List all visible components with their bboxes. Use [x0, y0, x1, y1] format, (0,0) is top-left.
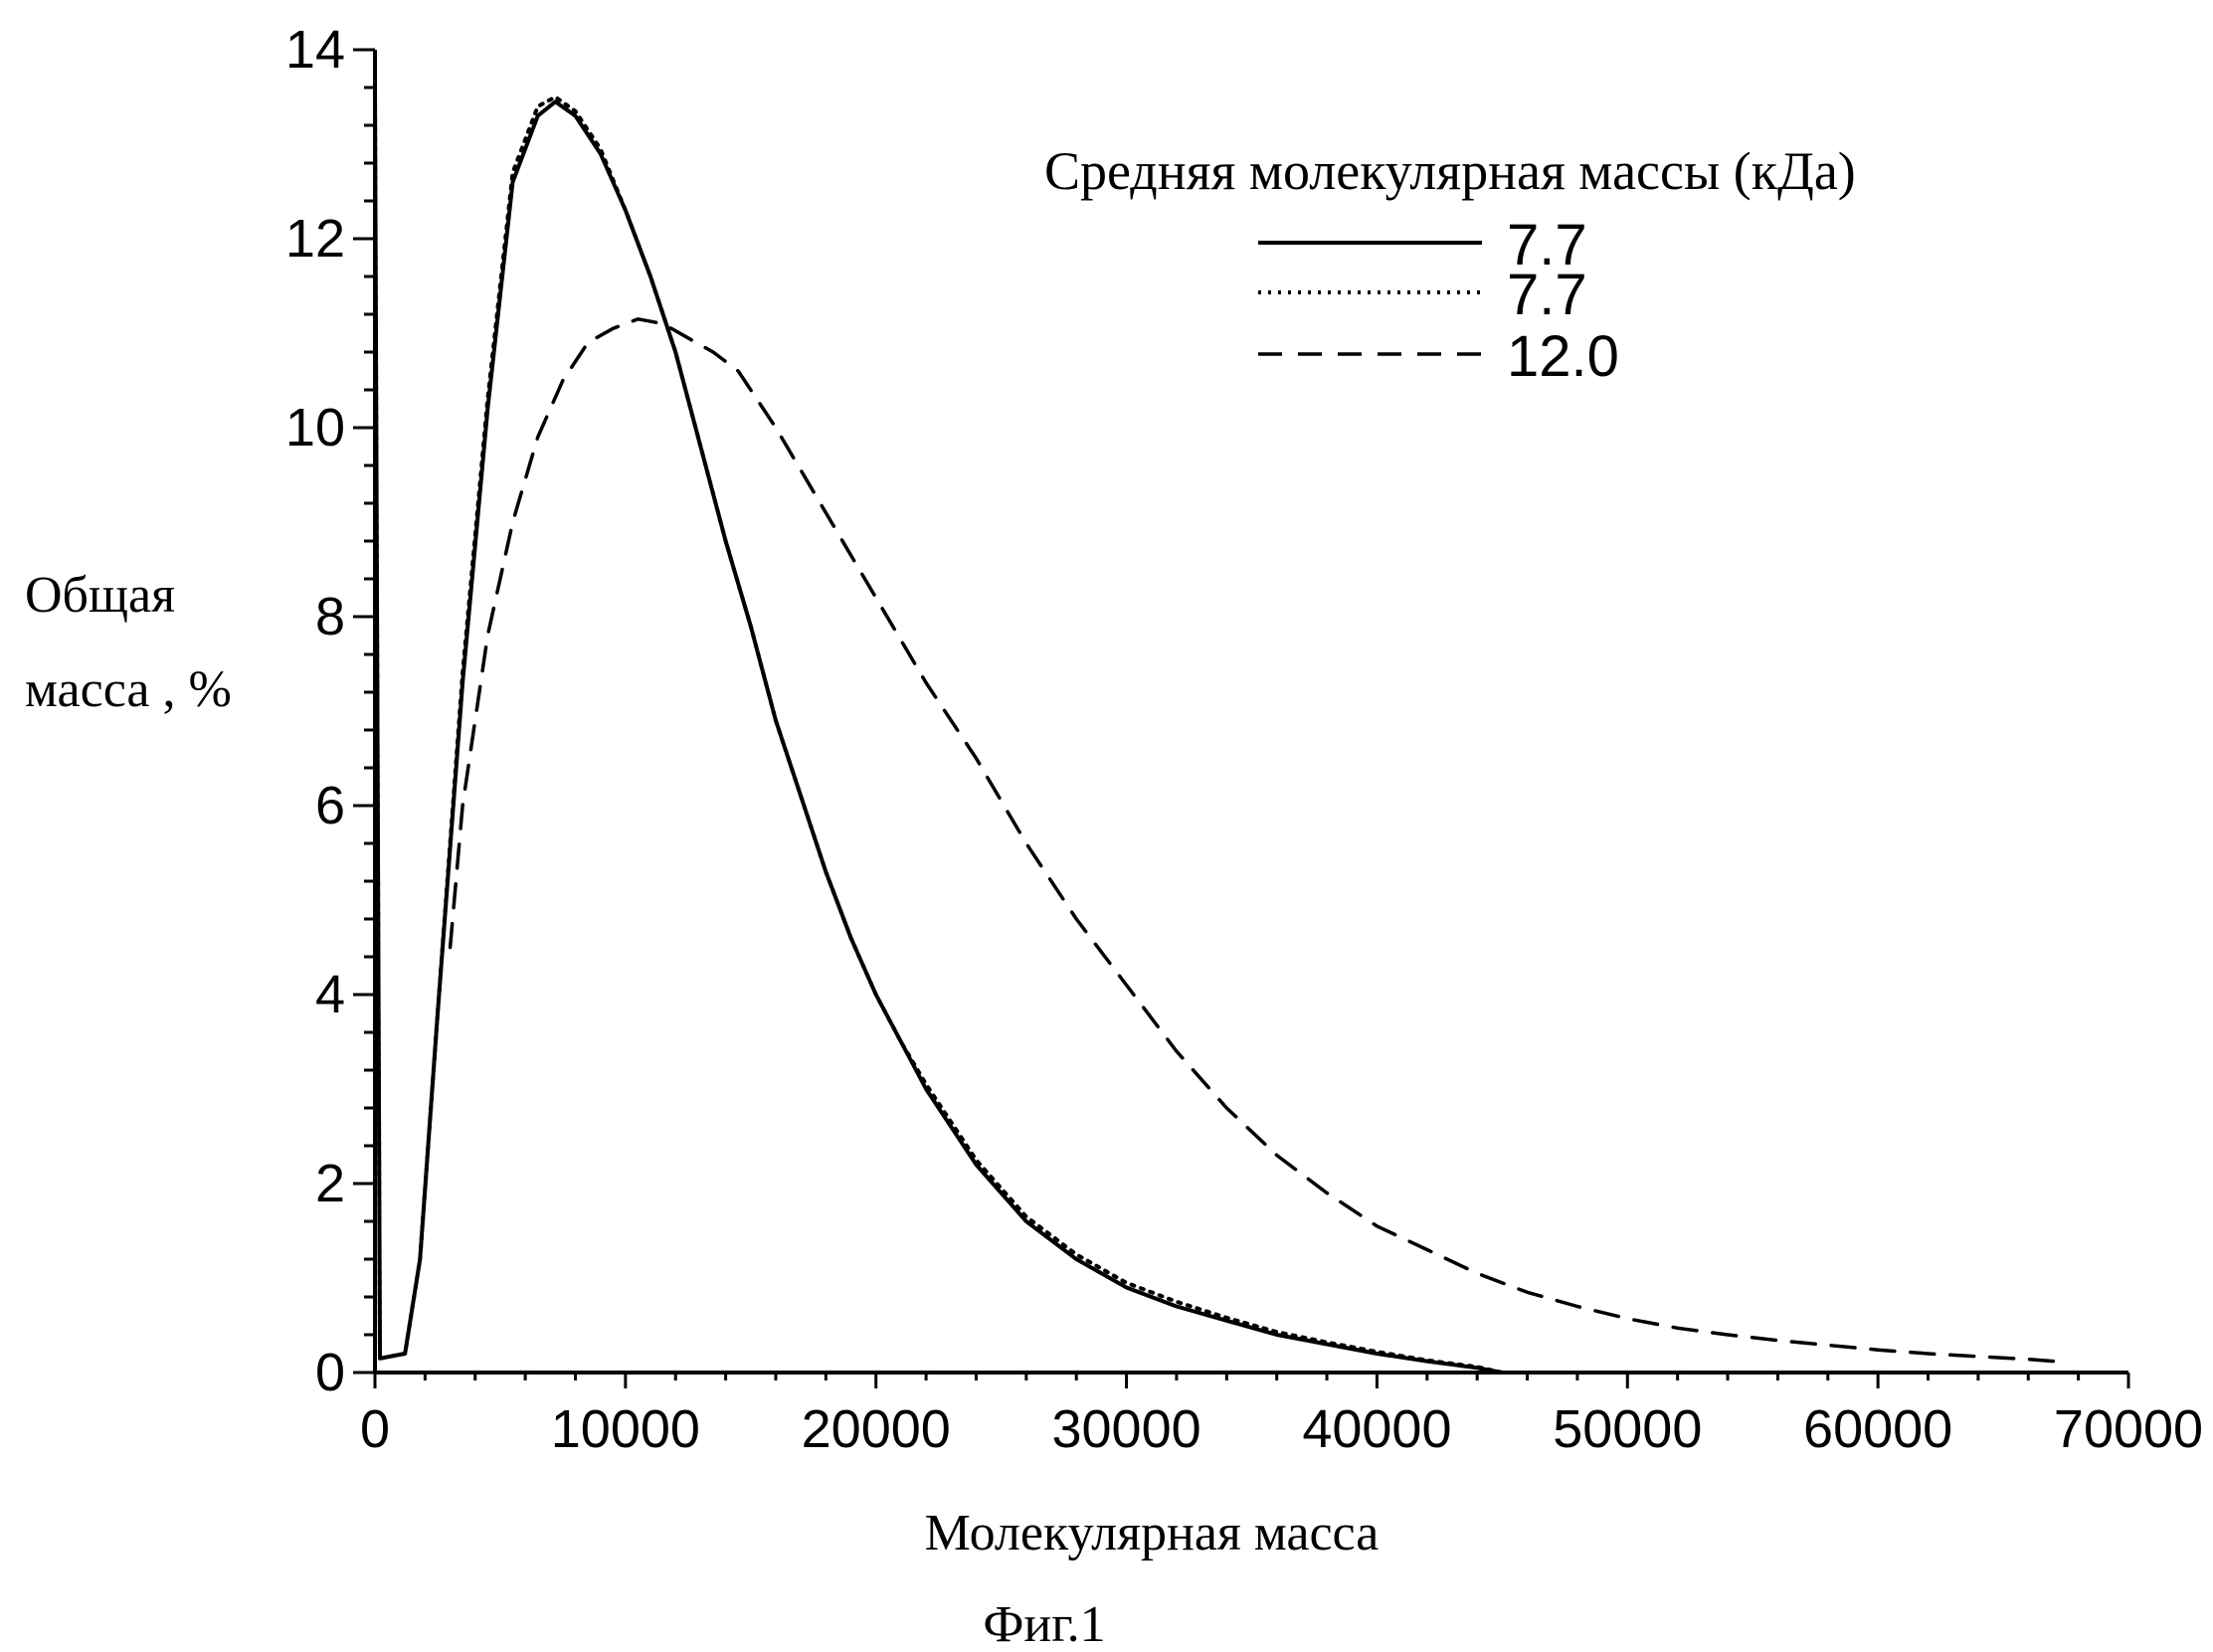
legend-entry-label-2: 7.7	[1507, 263, 1587, 327]
x-tick-label: 40000	[1302, 1399, 1451, 1459]
legend-title: Средняя молекулярная массы (кДа)	[1044, 141, 1856, 201]
legend-entry-label-3: 12.0	[1507, 324, 1619, 389]
x-tick-label: 0	[360, 1399, 390, 1459]
y-axis-label-line-1: Общая	[25, 567, 175, 624]
x-tick-label: 60000	[1803, 1399, 1952, 1459]
series-line-3-dashed	[451, 319, 2054, 1362]
axis-tick-labels: 0 10000 20000 30000 40000 50000 60000 70000 0 2 4 6…	[285, 20, 2203, 1459]
x-tick-label: 10000	[551, 1399, 700, 1459]
y-tick-label: 14	[285, 20, 345, 80]
x-tick-label: 70000	[2054, 1399, 2203, 1459]
y-tick-label: 4	[315, 965, 345, 1024]
y-axis-label-line-2: масса , %	[25, 661, 232, 718]
y-tick-label: 2	[315, 1154, 345, 1213]
x-tick-label: 50000	[1553, 1399, 1702, 1459]
x-tick-label: 30000	[1051, 1399, 1200, 1459]
y-tick-label: 8	[315, 587, 345, 646]
series-group	[375, 88, 2053, 1373]
y-tick-label: 12	[285, 209, 345, 269]
figure-caption: Фиг.1	[983, 1596, 1105, 1652]
y-tick-label: 0	[315, 1343, 345, 1402]
y-tick-label: 10	[285, 398, 345, 458]
axis-ticks	[353, 50, 2128, 1388]
series-line-2-dotted	[375, 88, 1502, 1373]
series-line-1-solid	[375, 88, 1502, 1373]
y-tick-label: 6	[315, 776, 345, 835]
x-tick-label: 20000	[802, 1399, 951, 1459]
legend: Средняя молекулярная массы (кДа)7.77.712…	[1044, 141, 1856, 389]
x-axis-label: Молекулярная масса	[925, 1505, 1380, 1561]
